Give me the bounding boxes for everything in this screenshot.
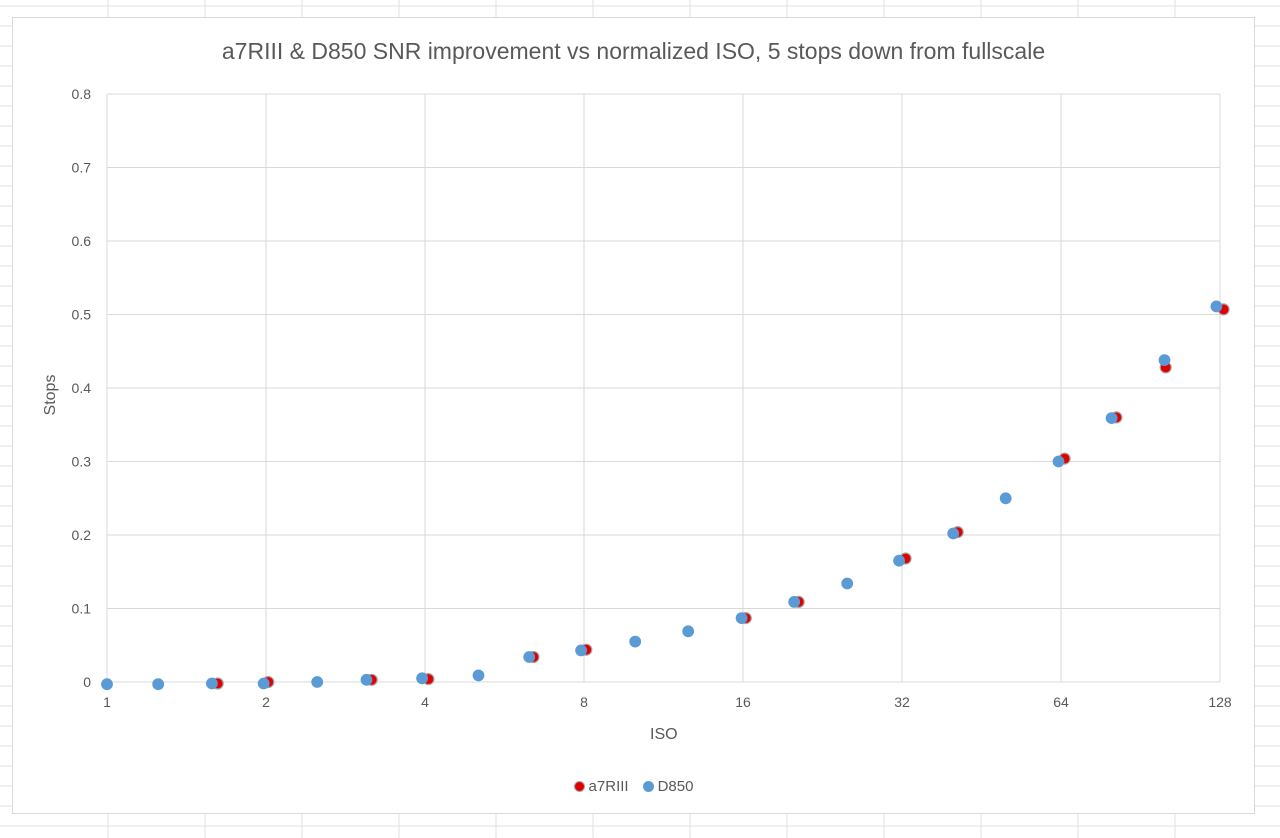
- x-tick-label: 16: [735, 694, 751, 710]
- data-point-d850[interactable]: [152, 678, 165, 691]
- data-point-d850[interactable]: [360, 673, 373, 686]
- legend-marker-a7riii: [573, 781, 585, 792]
- data-point-d850[interactable]: [205, 677, 218, 690]
- legend-label-d850: D850: [657, 778, 694, 795]
- data-point-d850[interactable]: [1210, 300, 1223, 313]
- data-point-d850[interactable]: [523, 651, 536, 663]
- x-axis-title: ISO: [650, 726, 678, 743]
- data-point-d850[interactable]: [257, 677, 270, 690]
- x-tick-label: 32: [894, 694, 910, 710]
- data-point-d850[interactable]: [1158, 354, 1171, 367]
- data-point-d850[interactable]: [841, 577, 854, 590]
- legend-marker-d850: [642, 781, 654, 792]
- y-tick-label: 0.8: [72, 86, 92, 102]
- y-tick-label: 0.1: [72, 601, 92, 617]
- chart-title: a7RIII & D850 SNR improvement vs normali…: [221, 38, 1046, 64]
- data-point-d850[interactable]: [416, 672, 429, 685]
- data-point-d850[interactable]: [311, 676, 324, 688]
- x-tick-label: 2: [262, 694, 270, 710]
- legend-label-a7riii: a7RIII: [588, 778, 629, 795]
- series-a7riii: [211, 303, 1230, 690]
- x-tick-label: 128: [1208, 694, 1232, 710]
- x-tick-label: 1: [103, 694, 111, 710]
- data-point-d850[interactable]: [1052, 455, 1065, 468]
- y-tick-label: 0.2: [72, 527, 92, 543]
- legend-item-a7riii[interactable]: a7RIII: [573, 778, 629, 795]
- data-point-d850[interactable]: [575, 644, 587, 657]
- y-tick-label: 0.4: [72, 380, 92, 396]
- scatter-plot: 0 0.1 0.2 0.3 0.4 0.5 0.6 0.7 0.8 1 2 4 8 16 32 64 128: [72, 86, 1232, 710]
- data-point-d850[interactable]: [735, 612, 748, 624]
- y-tick-label: 0: [83, 674, 91, 690]
- x-tick-label: 4: [421, 694, 429, 710]
- data-point-d850[interactable]: [788, 596, 801, 608]
- data-point-d850[interactable]: [947, 527, 960, 540]
- y-tick-label: 0.3: [72, 454, 92, 470]
- data-point-d850[interactable]: [999, 492, 1012, 505]
- data-point-d850[interactable]: [472, 669, 485, 682]
- data-point-d850[interactable]: [101, 678, 113, 691]
- data-point-d850[interactable]: [682, 625, 695, 638]
- gridlines: [106, 93, 1221, 683]
- legend[interactable]: a7RIII D850: [13, 778, 1254, 795]
- series-d850: [101, 300, 1223, 691]
- y-tick-label: 0.6: [72, 233, 92, 249]
- chart-area[interactable]: 0 0.1 0.2 0.3 0.4 0.5 0.6 0.7 0.8 1 2 4 8 16 32 64 128 a…: [12, 17, 1255, 814]
- y-tick-label: 0.7: [72, 160, 92, 176]
- y-tick-label: 0.5: [72, 307, 92, 323]
- x-tick-label: 64: [1053, 694, 1069, 710]
- data-point-d850[interactable]: [893, 554, 905, 567]
- x-tick-label: 8: [580, 694, 588, 710]
- data-point-d850[interactable]: [1105, 412, 1118, 425]
- legend-item-d850[interactable]: D850: [642, 778, 694, 795]
- data-point-d850[interactable]: [629, 635, 642, 648]
- y-axis-title: Stops: [42, 374, 59, 416]
